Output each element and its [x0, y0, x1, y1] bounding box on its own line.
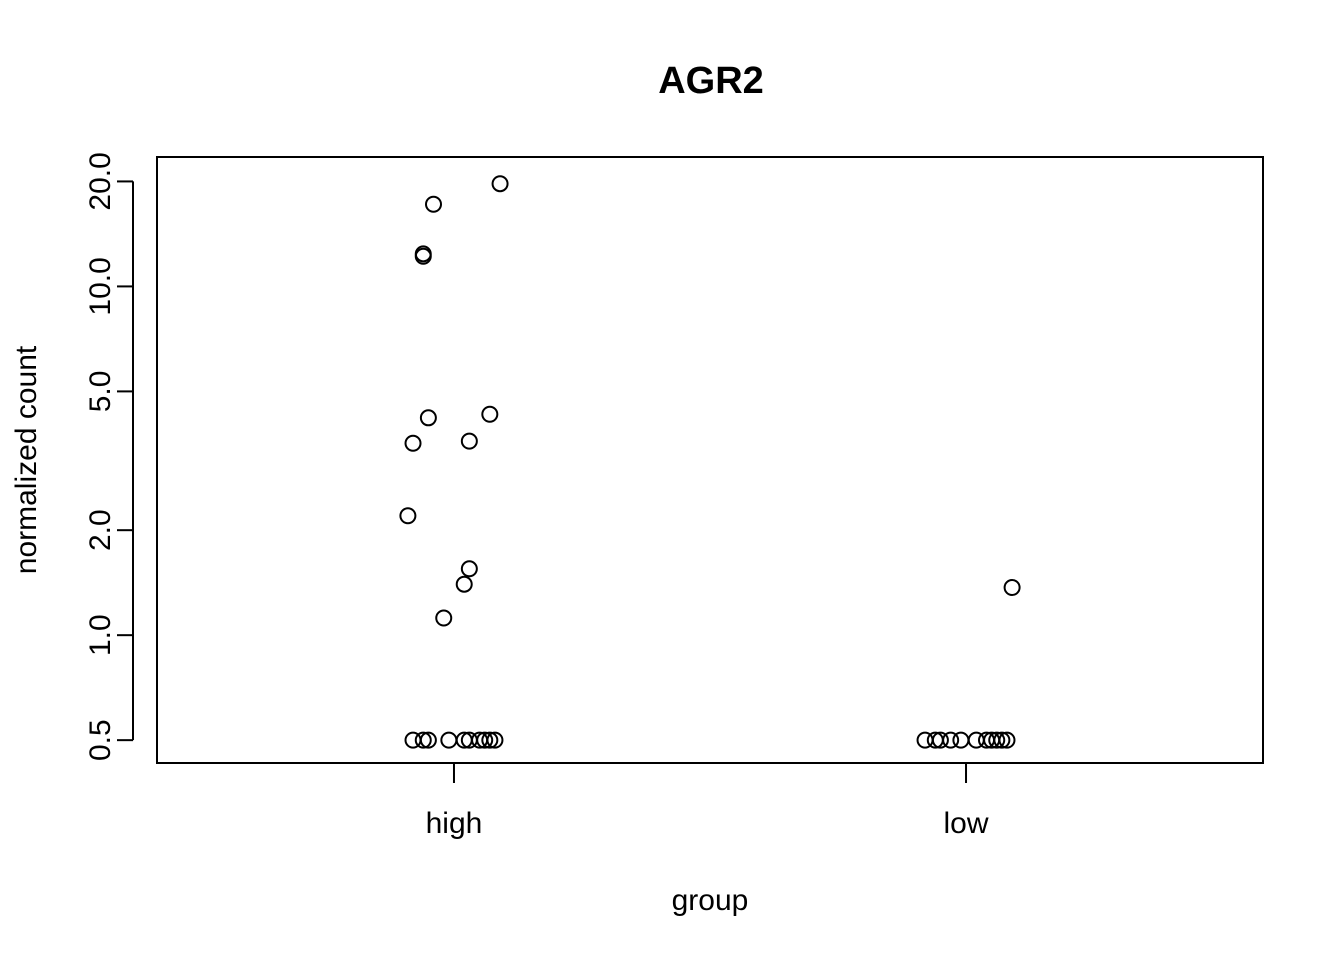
data-point-high — [419, 409, 437, 427]
y-axis: 0.5 1.0 2.0 5.0 10.0 20.0 — [84, 152, 134, 761]
data-point-high — [476, 731, 494, 749]
data-point-high — [460, 560, 478, 578]
data-point-low — [988, 731, 1006, 749]
y-tick-label: 10.0 — [84, 257, 117, 315]
data-point-high — [419, 731, 437, 749]
y-tick-label: 20.0 — [84, 152, 117, 210]
data-point-high — [460, 432, 478, 450]
data-point-high — [425, 195, 442, 213]
data-point-high — [435, 609, 453, 627]
data-point-high — [481, 731, 499, 749]
data-point-low — [1003, 578, 1021, 596]
y-tick-label: 1.0 — [84, 614, 117, 656]
data-point-high — [491, 175, 509, 193]
y-axis-label: normalized count — [10, 345, 43, 574]
data-point-high — [414, 247, 432, 265]
data-point-low — [942, 731, 960, 749]
data-point-high — [440, 731, 458, 749]
data-point-low — [998, 731, 1016, 749]
data-points — [399, 175, 1021, 749]
data-point-high — [404, 434, 422, 452]
chart-title: AGR2 — [658, 60, 764, 102]
x-tick-label-high: high — [426, 807, 483, 840]
x-axis-label: group — [672, 884, 749, 917]
data-point-high — [455, 575, 473, 593]
data-point-low — [952, 731, 970, 749]
data-point-low — [931, 731, 949, 749]
y-tick-label: 0.5 — [84, 719, 117, 761]
x-tick-label-low: low — [944, 807, 989, 840]
x-axis: high low — [426, 762, 989, 840]
data-point-high — [486, 731, 504, 749]
y-tick-label: 2.0 — [84, 509, 117, 551]
y-tick-label: 5.0 — [84, 371, 117, 413]
data-point-low — [993, 731, 1011, 749]
data-point-high — [481, 405, 499, 423]
data-point-high — [414, 731, 432, 749]
plot-frame — [156, 156, 1264, 764]
data-point-high — [399, 507, 417, 525]
